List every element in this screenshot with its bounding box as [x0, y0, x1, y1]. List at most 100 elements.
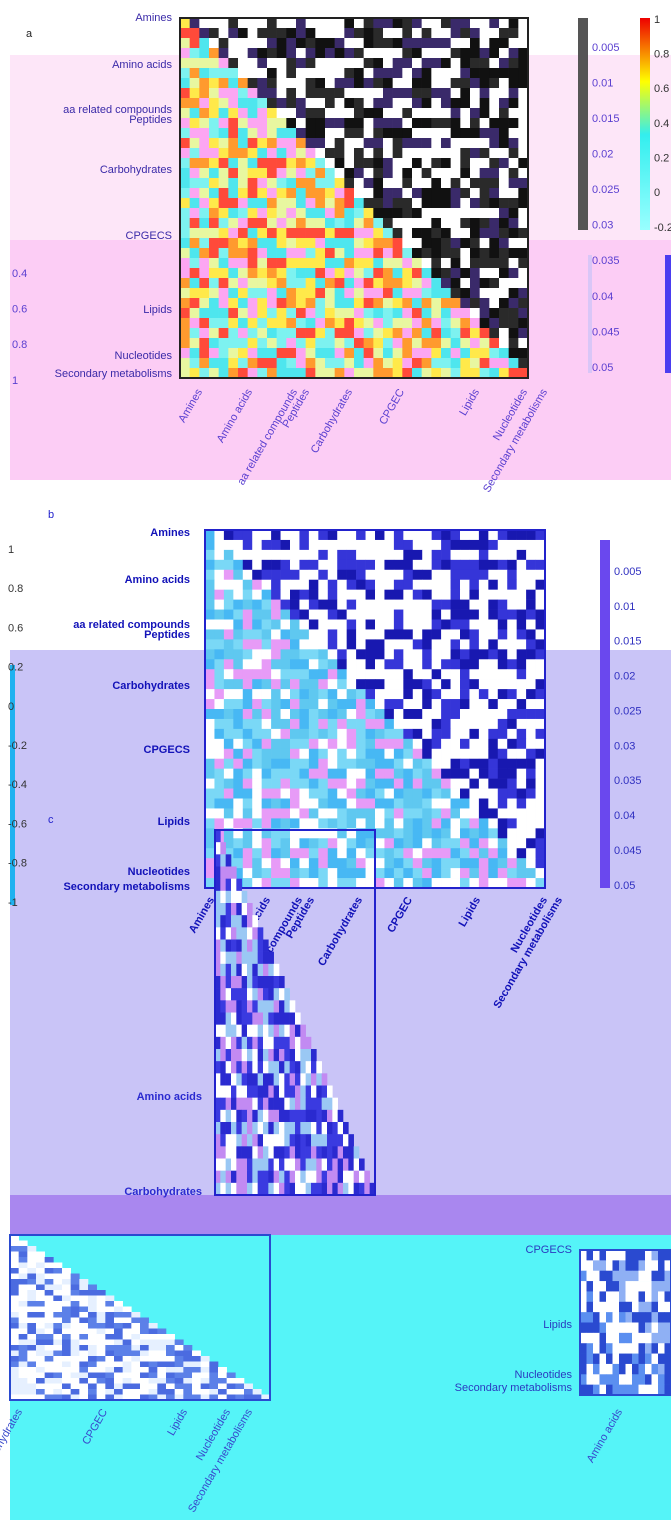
heatmap-cell — [347, 610, 357, 620]
heatmap-cell — [19, 1351, 28, 1357]
heatmap-cell — [306, 318, 316, 328]
heatmap-cell — [343, 1159, 349, 1171]
heatmap-cell — [536, 868, 546, 878]
heatmap-cell — [248, 308, 258, 318]
heatmap-cell — [247, 1122, 253, 1134]
heatmap-cell — [286, 248, 296, 258]
heatmap-cell — [639, 1250, 646, 1261]
heatmap-cell — [383, 58, 393, 68]
colorbar-tick-label: 0.025 — [614, 705, 642, 717]
heatmap-cell — [157, 1345, 166, 1351]
heatmap-cell — [214, 719, 224, 729]
heatmap-cell — [286, 208, 296, 218]
heatmap-cell — [271, 769, 281, 779]
heatmap-cell — [131, 1389, 140, 1395]
heatmap-cell — [262, 808, 272, 818]
heatmap-cell — [271, 580, 281, 590]
heatmap-cell — [460, 779, 470, 789]
heatmap-cell — [290, 1159, 296, 1171]
heatmap-cell — [469, 580, 479, 590]
heatmap-cell — [257, 198, 267, 208]
heatmap-cell — [286, 48, 296, 58]
colorbar-tick-label: 0.02 — [592, 149, 613, 161]
heatmap-cell — [526, 629, 536, 639]
heatmap-cell — [431, 358, 441, 368]
heatmap-cell — [277, 148, 287, 158]
heatmap-cell — [220, 842, 226, 854]
heatmap-cell — [593, 1354, 600, 1365]
heatmap-cell — [499, 48, 509, 58]
heatmap-cell — [517, 838, 527, 848]
heatmap-cell — [271, 540, 281, 550]
heatmap-cell — [296, 68, 306, 78]
heatmap-cell — [413, 570, 423, 580]
heatmap-cell — [231, 903, 237, 915]
heatmap-cell — [470, 368, 480, 378]
heatmap-cell — [375, 729, 385, 739]
heatmap-cell — [658, 1302, 665, 1313]
heatmap-cell — [488, 639, 498, 649]
heatmap-cell — [190, 318, 200, 328]
heatmap-cell — [53, 1279, 62, 1285]
heatmap-cell — [431, 218, 441, 228]
heatmap-cell — [441, 98, 451, 108]
heatmap-cell — [498, 789, 508, 799]
heatmap-cell — [366, 719, 376, 729]
heatmap-cell — [441, 88, 451, 98]
heatmap-cell — [402, 238, 412, 248]
heatmap-cell — [335, 178, 345, 188]
heatmap-cell — [489, 218, 499, 228]
heatmap-cell — [209, 178, 219, 188]
heatmap-cell — [422, 739, 432, 749]
heatmap-cell — [299, 779, 309, 789]
heatmap-cell — [231, 867, 237, 879]
heatmap-cell — [243, 550, 253, 560]
heatmap-cell — [383, 348, 393, 358]
heatmap-cell — [422, 168, 432, 178]
heatmap-cell — [88, 1285, 97, 1291]
heatmap-cell — [219, 218, 229, 228]
heatmap-cell — [402, 318, 412, 328]
heatmap-cell — [263, 1013, 269, 1025]
heatmap-cell — [422, 580, 432, 590]
heatmap-cell — [470, 298, 480, 308]
heatmap-cell — [507, 540, 517, 550]
heatmap-cell — [71, 1279, 80, 1285]
heatmap-cell — [281, 560, 291, 570]
heatmap-cell — [422, 679, 432, 689]
heatmap-cell — [296, 48, 306, 58]
heatmap-cell — [412, 328, 422, 338]
heatmap-cell — [233, 799, 243, 809]
heatmap-cell — [242, 1098, 248, 1110]
heatmap-cell — [498, 769, 508, 779]
heatmap-cell — [53, 1312, 62, 1318]
heatmap-cell — [526, 719, 536, 729]
heatmap-cell — [337, 769, 347, 779]
heatmap-cell — [403, 679, 413, 689]
heatmap-cell — [271, 669, 281, 679]
heatmap-cell — [19, 1367, 28, 1373]
heatmap-cell — [318, 848, 328, 858]
heatmap-cell — [243, 769, 253, 779]
heatmap-cell — [432, 868, 442, 878]
heatmap-cell — [394, 818, 404, 828]
heatmap-cell — [295, 1171, 301, 1183]
heatmap-cell — [366, 600, 376, 610]
heatmap-cell — [53, 1367, 62, 1373]
heatmap-cell — [337, 560, 347, 570]
heatmap-cell — [10, 1389, 19, 1395]
heatmap-cell — [219, 188, 229, 198]
heatmap-cell — [306, 218, 316, 228]
heatmap-cell — [364, 108, 374, 118]
heatmap-cell — [373, 288, 383, 298]
heatmap-cell — [518, 328, 528, 338]
heatmap-cell — [375, 669, 385, 679]
heatmap-cell — [384, 769, 394, 779]
heatmap-cell — [394, 600, 404, 610]
heatmap-cell — [105, 1362, 114, 1368]
heatmap-cell — [328, 590, 338, 600]
heatmap-cell — [480, 288, 490, 298]
heatmap-cell — [97, 1389, 106, 1395]
heatmap-cell — [393, 108, 403, 118]
heatmap-cell — [220, 915, 226, 927]
